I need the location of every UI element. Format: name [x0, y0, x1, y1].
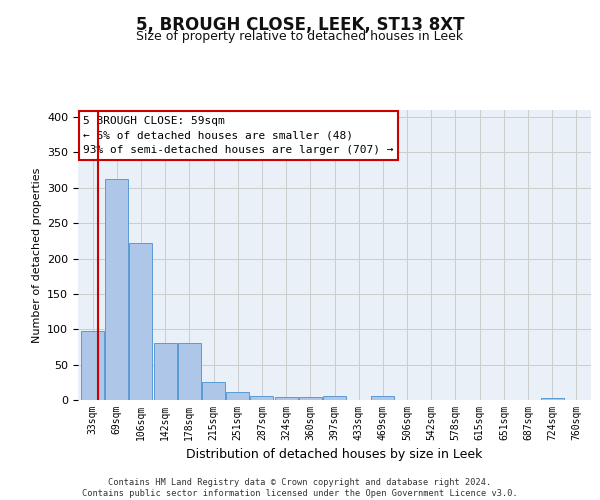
Bar: [105, 180, 128, 400]
Text: Size of property relative to detached houses in Leek: Size of property relative to detached ho…: [136, 30, 464, 43]
Bar: [154, 344, 176, 400]
Bar: [371, 396, 394, 400]
Bar: [323, 396, 346, 400]
Bar: [226, 392, 249, 400]
Bar: [178, 344, 201, 400]
Text: Contains HM Land Registry data © Crown copyright and database right 2024.
Contai: Contains HM Land Registry data © Crown c…: [82, 478, 518, 498]
X-axis label: Distribution of detached houses by size in Leek: Distribution of detached houses by size …: [187, 448, 482, 462]
Bar: [81, 332, 104, 400]
Bar: [541, 398, 564, 400]
Text: 5 BROUGH CLOSE: 59sqm
← 6% of detached houses are smaller (48)
93% of semi-detac: 5 BROUGH CLOSE: 59sqm ← 6% of detached h…: [83, 116, 394, 156]
Y-axis label: Number of detached properties: Number of detached properties: [32, 168, 41, 342]
Bar: [250, 396, 274, 400]
Bar: [275, 397, 298, 400]
Text: 5, BROUGH CLOSE, LEEK, ST13 8XT: 5, BROUGH CLOSE, LEEK, ST13 8XT: [136, 16, 464, 34]
Bar: [299, 397, 322, 400]
Bar: [202, 382, 225, 400]
Bar: [130, 243, 152, 400]
